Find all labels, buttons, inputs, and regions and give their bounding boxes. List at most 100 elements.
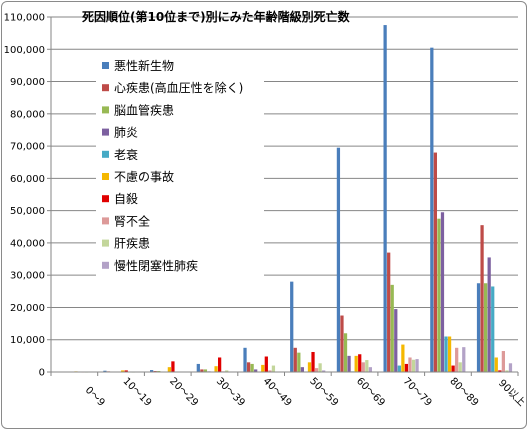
bar — [103, 370, 107, 372]
legend-swatch — [102, 84, 109, 92]
bar — [498, 370, 502, 372]
bar — [250, 363, 254, 372]
x-tick-label: 10～19 — [120, 376, 153, 409]
y-tick-label: 20,000 — [10, 303, 45, 314]
bar — [394, 309, 398, 372]
y-tick-label: 80,000 — [10, 109, 45, 120]
x-tick-label: 40～49 — [261, 376, 294, 409]
bar — [121, 370, 125, 372]
bar — [297, 352, 301, 372]
y-tick-label: 110,000 — [4, 13, 45, 24]
bar — [307, 362, 312, 372]
bar — [462, 347, 466, 372]
legend-entry-label: 悪性新生物 — [114, 58, 174, 73]
x-tick-label: 70～79 — [401, 376, 434, 409]
bar — [365, 360, 369, 372]
bar — [368, 367, 372, 372]
bar — [358, 354, 362, 372]
bar — [361, 362, 365, 372]
bar — [347, 355, 351, 372]
bar — [458, 362, 462, 372]
bar — [343, 333, 348, 372]
bar — [501, 351, 505, 372]
bar — [415, 359, 419, 372]
legend-entry-label: 脳血管疾患 — [114, 102, 174, 117]
bar — [476, 283, 481, 372]
bar — [455, 347, 459, 372]
bar — [311, 351, 315, 372]
bar — [340, 315, 344, 372]
bar — [487, 257, 491, 372]
legend-swatch — [102, 239, 109, 247]
legend-swatch — [102, 106, 109, 114]
bar — [254, 369, 258, 372]
bar — [225, 370, 229, 372]
bar — [383, 25, 387, 372]
legend-entry-label: 不慮の事故 — [114, 169, 174, 184]
bar — [246, 362, 251, 372]
bar — [390, 284, 394, 372]
bar — [437, 218, 441, 372]
legend-swatch — [102, 62, 109, 69]
legend-background — [96, 52, 264, 286]
legend-swatch — [102, 128, 109, 136]
y-tick-label: 60,000 — [10, 174, 45, 185]
x-tick-label: 80～89 — [447, 376, 480, 409]
bar — [505, 370, 509, 372]
bar — [354, 355, 358, 372]
legend-entry-label: 腎不全 — [114, 213, 150, 228]
bar — [440, 212, 445, 372]
x-tick-label: 50～59 — [307, 376, 340, 409]
bar — [243, 347, 247, 372]
y-tick-label: 0 — [39, 368, 45, 379]
bar — [433, 152, 437, 372]
bar — [218, 357, 222, 372]
bar — [124, 370, 128, 372]
legend-swatch — [102, 150, 109, 158]
y-tick-label: 100,000 — [4, 45, 45, 56]
legend-swatch — [102, 261, 109, 269]
bar — [264, 356, 268, 372]
bar — [494, 357, 498, 372]
bar — [404, 363, 409, 372]
y-tick-label: 40,000 — [10, 238, 45, 249]
x-tick-label: 90以上 — [496, 377, 528, 409]
legend-entry-label: 肺炎 — [114, 126, 138, 140]
y-tick-label: 10,000 — [10, 335, 45, 346]
legend-swatch — [102, 195, 109, 203]
bar — [150, 370, 154, 372]
bar — [318, 363, 322, 372]
bar — [444, 336, 448, 372]
bar — [200, 369, 204, 372]
bar — [411, 359, 416, 372]
bar — [322, 370, 326, 372]
y-tick-label: 70,000 — [10, 142, 45, 153]
bar — [261, 364, 265, 372]
bar — [508, 363, 513, 372]
bar — [336, 147, 341, 372]
x-tick-label: 0～9 — [83, 385, 107, 409]
bar — [387, 252, 391, 372]
bar — [290, 281, 294, 372]
legend-entry-label: 老衰 — [114, 147, 138, 162]
bar — [171, 361, 175, 372]
bar — [491, 286, 495, 372]
y-tick-label: 90,000 — [10, 77, 45, 88]
bar — [293, 347, 297, 372]
bar — [196, 363, 200, 372]
bar — [401, 344, 405, 372]
x-tick-label: 20～29 — [167, 376, 200, 409]
legend-entry-label: 自殺 — [114, 192, 138, 206]
legend-swatch — [102, 217, 109, 225]
bar — [314, 368, 319, 372]
bar — [203, 369, 208, 372]
bar — [484, 283, 488, 372]
bar — [214, 366, 218, 372]
y-tick-label: 30,000 — [10, 271, 45, 282]
bar — [408, 357, 412, 372]
bar — [430, 47, 434, 372]
legend-entry-label: 慢性閉塞性肺疾 — [114, 258, 198, 273]
legend-entry-label: 心疾患(高血圧性を除く) — [114, 80, 243, 95]
